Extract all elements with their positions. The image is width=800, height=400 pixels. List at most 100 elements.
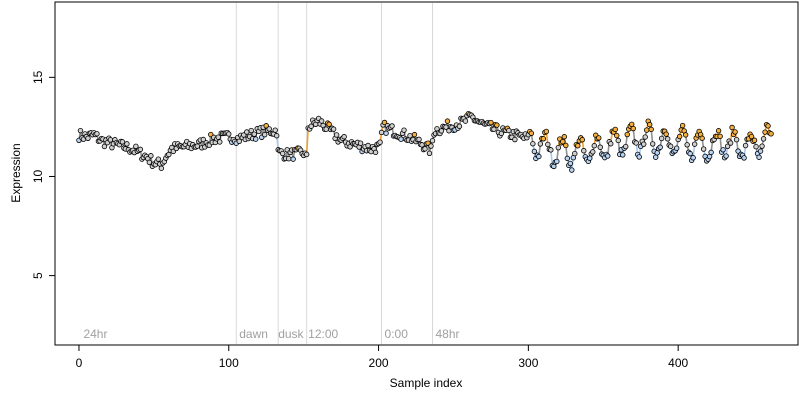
- point-366: [624, 131, 630, 138]
- point-435: [727, 140, 734, 146]
- point-439: [733, 137, 740, 143]
- point-454: [756, 154, 762, 160]
- phase-label-1: dawn: [239, 327, 268, 341]
- point-353: [605, 153, 611, 159]
- point-329: [569, 167, 575, 173]
- phase-label-3: 12:00: [308, 327, 338, 341]
- point-372: [633, 140, 639, 146]
- point-303: [530, 141, 536, 147]
- point-83: [200, 136, 207, 143]
- point-358: [612, 126, 618, 133]
- x-axis-title: Sample index: [390, 376, 463, 390]
- point-302: [528, 130, 535, 136]
- point-325: [563, 142, 569, 149]
- point-224: [411, 131, 418, 138]
- point-411: [691, 141, 698, 147]
- point-172: [333, 132, 340, 138]
- point-275: [488, 119, 494, 126]
- point-399: [673, 145, 680, 151]
- x-tick-label-0: 0: [76, 356, 83, 370]
- point-457: [760, 136, 767, 142]
- point-291: [512, 136, 518, 143]
- point-343: [590, 149, 596, 155]
- point-155: [308, 123, 314, 129]
- point-236: [429, 137, 436, 144]
- point-319: [554, 158, 560, 165]
- point-379: [644, 127, 650, 133]
- point-100: [226, 131, 232, 137]
- point-115: [248, 127, 254, 134]
- point-12: [94, 131, 100, 137]
- point-365: [623, 143, 629, 150]
- point-48: [148, 153, 154, 159]
- point-140: [285, 155, 292, 162]
- point-38: [133, 143, 139, 150]
- point-209: [389, 123, 395, 129]
- point-360: [615, 137, 621, 144]
- point-344: [591, 143, 597, 149]
- y-tick-label-0: 5: [31, 272, 45, 279]
- point-107: [236, 138, 242, 144]
- phase-label-2: dusk: [278, 327, 304, 341]
- point-444: [741, 155, 747, 161]
- point-389: [658, 135, 665, 142]
- point-258: [462, 118, 469, 124]
- point-355: [608, 141, 614, 147]
- point-312: [543, 128, 550, 135]
- point-455: [757, 148, 764, 154]
- point-323: [560, 138, 566, 145]
- point-374: [636, 154, 642, 160]
- point-79: [194, 143, 201, 149]
- point-331: [572, 150, 578, 157]
- point-377: [641, 141, 647, 147]
- point-378: [642, 134, 648, 140]
- point-131: [272, 127, 278, 133]
- point-462: [768, 131, 774, 137]
- point-382: [648, 126, 654, 133]
- x-tick-label-2: 200: [369, 356, 389, 370]
- point-392: [663, 131, 669, 137]
- point-117: [251, 131, 257, 137]
- point-416: [699, 135, 705, 141]
- point-152: [303, 151, 310, 158]
- point-395: [667, 143, 674, 150]
- phase-boundary-lines: [235, 3, 433, 344]
- point-433: [724, 143, 731, 150]
- point-287: [506, 127, 512, 134]
- point-246: [444, 118, 451, 124]
- phase-label-0: 24hr: [83, 327, 107, 341]
- point-6: [85, 135, 91, 141]
- segment-152: [305, 127, 309, 155]
- x-tick-label-4: 400: [668, 356, 688, 370]
- point-348: [597, 144, 603, 150]
- point-165: [323, 126, 329, 132]
- point-333: [575, 143, 581, 149]
- point-313: [545, 141, 551, 148]
- point-320: [555, 144, 562, 151]
- point-127: [266, 126, 272, 132]
- plot-frame: [54, 1, 799, 346]
- x-tick-label-3: 300: [518, 356, 538, 370]
- point-310: [540, 136, 547, 142]
- point-242: [438, 128, 445, 134]
- point-393: [664, 136, 671, 142]
- point-1: [77, 127, 84, 134]
- point-432: [723, 153, 729, 159]
- point-32: [124, 141, 130, 147]
- point-136: [279, 150, 286, 157]
- x-axis: 0 100 200 300 400: [76, 344, 688, 370]
- point-304: [531, 148, 538, 155]
- point-198: [372, 149, 379, 156]
- point-401: [676, 133, 683, 140]
- point-162: [318, 118, 325, 124]
- point-202: [378, 129, 385, 136]
- point-55: [158, 165, 165, 171]
- point-217: [401, 127, 407, 133]
- point-277: [491, 126, 497, 132]
- x-tick-label-1: 100: [219, 356, 239, 370]
- point-204: [381, 119, 388, 126]
- point-315: [548, 147, 554, 153]
- y-axis-title: Expression: [9, 143, 23, 202]
- phase-label-4: 0:00: [385, 327, 409, 341]
- point-201: [377, 139, 383, 145]
